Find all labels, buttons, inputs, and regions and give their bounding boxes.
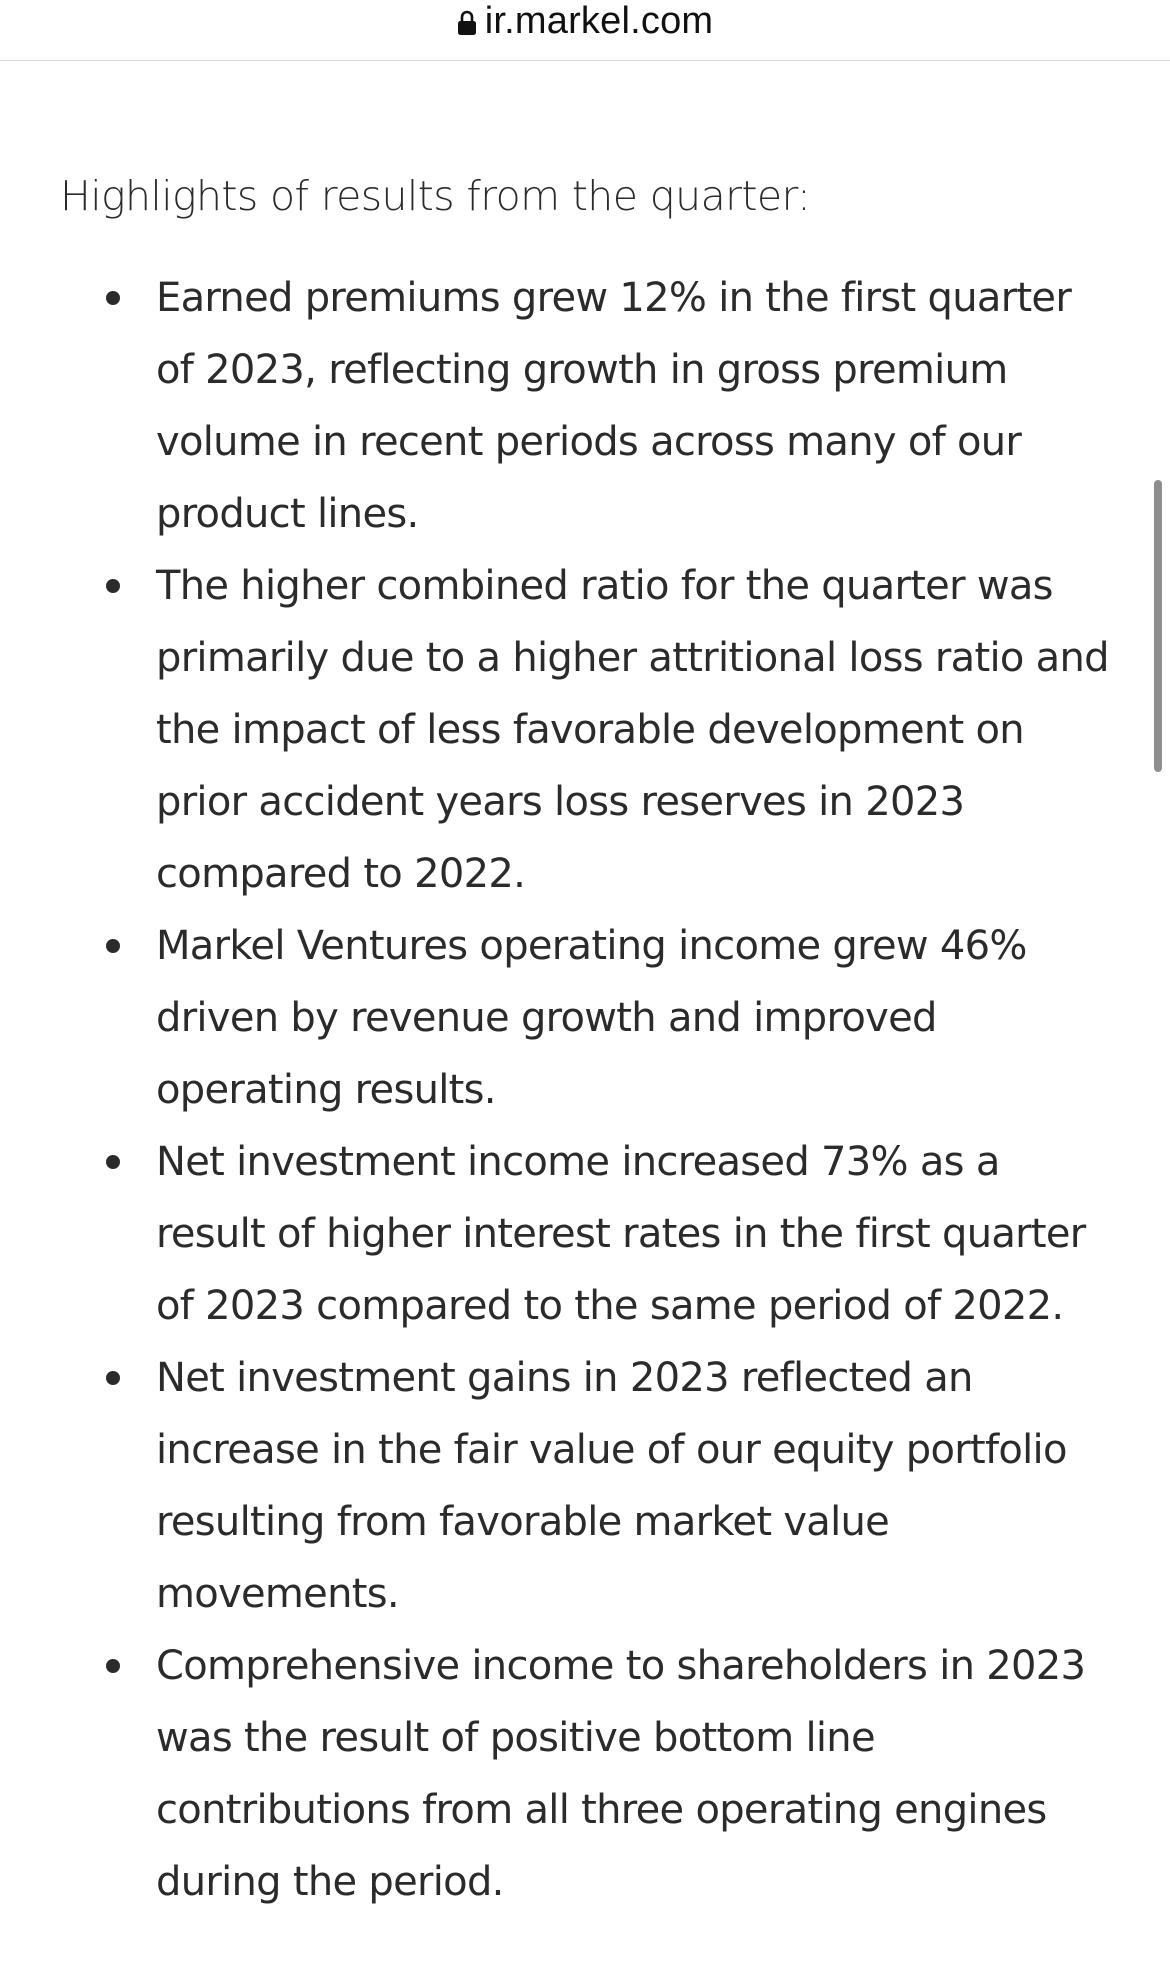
bullet-icon <box>106 939 120 953</box>
bullet-icon <box>106 291 120 305</box>
article-content: Highlights of results from the quarter: … <box>60 168 1120 1918</box>
browser-url-bar[interactable]: ir.markel.com <box>0 0 1170 61</box>
highlight-text: Comprehensive income to shareholders in … <box>156 1643 1086 1905</box>
list-item: Comprehensive income to shareholders in … <box>60 1630 1120 1918</box>
highlight-text: The higher combined ratio for the quarte… <box>156 563 1110 897</box>
list-item: Net investment gains in 2023 reflected a… <box>60 1342 1120 1630</box>
bullet-icon <box>106 1371 120 1385</box>
bullet-icon <box>106 1155 120 1169</box>
url-text: ir.markel.com <box>484 0 714 42</box>
highlight-text: Markel Ventures operating income grew 46… <box>156 923 1027 1113</box>
highlight-text: Net investment gains in 2023 reflected a… <box>156 1355 1067 1617</box>
highlights-list: Earned premiums grew 12% in the first qu… <box>60 262 1120 1918</box>
list-item: Earned premiums grew 12% in the first qu… <box>60 262 1120 550</box>
lock-icon <box>457 10 476 35</box>
bullet-icon <box>106 1659 120 1673</box>
highlight-text: Net investment income increased 73% as a… <box>156 1139 1086 1329</box>
list-item: The higher combined ratio for the quarte… <box>60 550 1120 910</box>
url-display[interactable]: ir.markel.com <box>457 0 714 42</box>
highlight-text: Earned premiums grew 12% in the first qu… <box>156 275 1072 537</box>
list-item: Markel Ventures operating income grew 46… <box>60 910 1120 1126</box>
bullet-icon <box>106 579 120 593</box>
list-item: Net investment income increased 73% as a… <box>60 1126 1120 1342</box>
vertical-scrollbar[interactable] <box>1154 480 1162 772</box>
highlights-intro: Highlights of results from the quarter: <box>60 172 811 220</box>
